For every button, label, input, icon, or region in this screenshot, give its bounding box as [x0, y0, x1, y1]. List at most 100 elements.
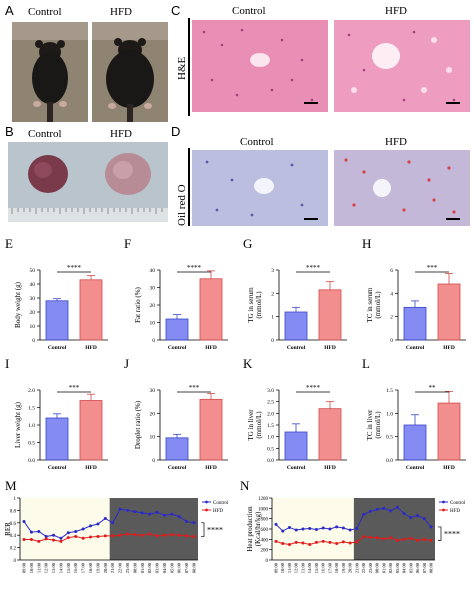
chart-m-dark-phase — [109, 498, 198, 560]
chart-m-xtick-label: 09:00 — [22, 562, 27, 573]
chart-n-xtick-label: 12:00 — [294, 562, 299, 573]
chart-l-category-label: Control — [406, 465, 425, 471]
chart-l-significance: ** — [429, 384, 437, 392]
chart-m-point-control — [118, 507, 122, 511]
chart-e-category-label: HFD — [85, 345, 97, 351]
chart-f-ytick-label: 0 — [152, 338, 155, 344]
chart-n-point-control — [368, 509, 372, 513]
chart-l-ytick-label: 0.0 — [386, 458, 393, 464]
chart-h-category-label: HFD — [443, 345, 455, 351]
chart-f-ylabel: Fat ratio (%) — [134, 286, 142, 322]
chart-n-point-hfd — [429, 538, 433, 542]
chart-k-ylabel: TG in liver — [247, 409, 255, 441]
chart-h-category-label: Control — [406, 345, 425, 351]
chart-m-xtick-label: 23:00 — [125, 562, 130, 573]
chart-l-ytick-label: 1.5 — [386, 388, 393, 394]
chart-m-point-hfd — [52, 538, 56, 542]
chart-n-point-hfd — [348, 541, 352, 545]
chart-f-category-label: Control — [168, 345, 187, 351]
chart-m-point-hfd — [170, 533, 174, 537]
chart-m-point-hfd — [111, 534, 115, 538]
oro-hfd-image — [334, 150, 470, 226]
panel-letter-d: D — [171, 124, 181, 139]
panel-letter-c: C — [171, 3, 181, 18]
chart-m-ytick-label: 0.2 — [10, 547, 17, 552]
chart-m-xtick-label: 22:00 — [118, 562, 123, 573]
panel-letter-m: M — [5, 478, 17, 493]
chart-m-point-control — [81, 527, 85, 531]
chart-j-ytick-label: 30 — [150, 388, 156, 394]
chart-m-xtick-label: 12:00 — [44, 562, 49, 573]
chart-m-xtick-label: 11:00 — [36, 562, 41, 573]
chart-m-point-hfd — [185, 534, 189, 538]
chart-n-xtick-label: 00:00 — [375, 562, 380, 573]
chart-m-point-control — [44, 534, 48, 538]
chart-m-xtick-label: 06:00 — [177, 562, 182, 573]
panel-letter-j: J — [124, 356, 129, 371]
chart-j-ytick-label: 10 — [150, 435, 156, 441]
chart-m-point-control — [103, 516, 107, 520]
chart-n-point-hfd — [335, 541, 339, 545]
chart-m-point-control — [192, 521, 196, 525]
chart-f-ytick-label: 20 — [150, 303, 156, 309]
chart-m-xtick-label: 19:00 — [95, 562, 100, 573]
panel-d-side-line — [188, 148, 190, 226]
chart-n-point-hfd — [409, 536, 413, 540]
chart-g-category-label: Control — [287, 345, 306, 351]
chart-n-point-control — [422, 517, 426, 521]
chart-i-ytick-label: 1.5 — [28, 406, 35, 412]
chart-n-xtick-label: 08:00 — [429, 562, 434, 573]
chart-n-point-hfd — [402, 537, 406, 541]
panel-b-label-hfd: HFD — [110, 128, 133, 140]
chart-m-point-control — [111, 521, 115, 525]
chart-n-point-hfd — [328, 540, 332, 544]
panel-c-side-line — [188, 18, 190, 116]
chart-n-point-control — [382, 506, 386, 510]
panel-letter-h: H — [362, 236, 371, 251]
chart-n-point-control — [314, 528, 318, 532]
chart-n-point-control — [341, 526, 345, 530]
chart-m-xtick-label: 08:00 — [192, 562, 197, 573]
panel-d-label-control: Control — [240, 136, 274, 148]
chart-l-bar — [437, 402, 461, 461]
panel-b-label-control: Control — [28, 128, 62, 140]
chart-j-bar — [199, 398, 223, 461]
chart-m-point-hfd — [177, 533, 181, 537]
chart-m-point-hfd — [44, 537, 48, 541]
chart-m-xtick-label: 20:00 — [103, 562, 108, 573]
chart-n-ylabel: Heat production — [246, 506, 254, 552]
chart-i-significance: *** — [69, 384, 80, 392]
chart-m-point-hfd — [103, 534, 107, 538]
chart-j-ytick-label: 20 — [150, 411, 156, 417]
chart-m-point-control — [37, 529, 41, 533]
chart-n-point-control — [389, 509, 393, 513]
chart-n-point-control — [355, 526, 359, 530]
chart-l-bar — [403, 424, 427, 461]
chart-n-xtick-label: 15:00 — [314, 562, 319, 573]
chart-g-ytick-label: 3 — [271, 268, 274, 274]
chart-l-ylabel-unit: (mmol/L) — [374, 411, 382, 439]
chart-n-point-hfd — [422, 537, 426, 541]
chart-m-xtick-label: 00:00 — [132, 562, 137, 573]
chart-e-significance: **** — [67, 264, 82, 272]
chart-n-point-control — [362, 513, 366, 517]
chart-n-point-control — [328, 527, 332, 531]
chart-g-ylabel-unit: (mmol/L) — [255, 291, 263, 319]
chart-j-bar — [165, 437, 189, 461]
chart-f-ytick-label: 10 — [150, 321, 156, 327]
chart-n-xtick-label: 22:00 — [361, 562, 366, 573]
chart-n-xtick-label: 05:00 — [408, 562, 413, 573]
chart-e-ytick-label: 50 — [30, 268, 36, 274]
chart-n-legend-marker — [442, 508, 445, 512]
chart-m-point-hfd — [81, 536, 85, 540]
chart-f-significance: **** — [187, 264, 202, 272]
chart-i-category-label: Control — [48, 465, 67, 471]
chart-n-dark-phase — [353, 498, 435, 560]
chart-n-point-hfd — [368, 535, 372, 539]
chart-f-ytick-label: 30 — [150, 286, 156, 292]
chart-n-ytick-label: 1200 — [258, 497, 269, 502]
chart-m-point-hfd — [125, 532, 129, 536]
chart-m-point-hfd — [29, 538, 33, 542]
chart-e-bar — [45, 300, 69, 341]
panel-d-label-hfd: HFD — [385, 136, 408, 148]
